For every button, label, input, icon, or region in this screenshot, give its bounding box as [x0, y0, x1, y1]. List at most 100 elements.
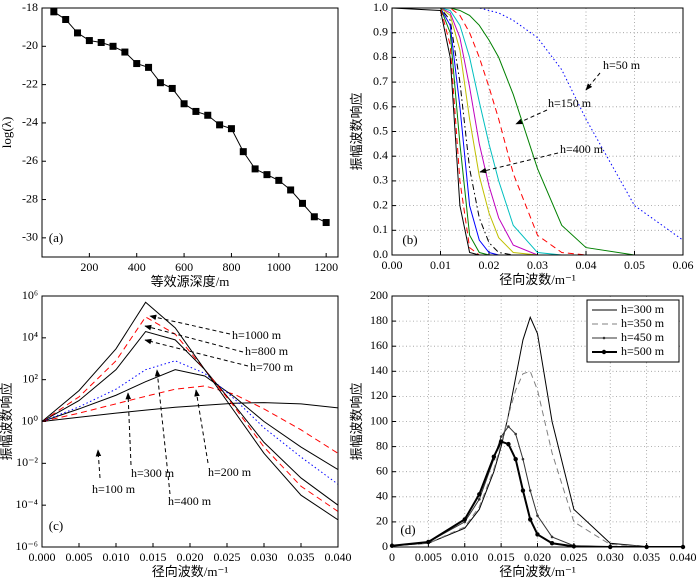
panel: 200 400 600 800 1000 1200 -30 -28 -26 -24 -22 -20 -1… — [0, 0, 339, 289]
series-line — [42, 330, 338, 506]
marker — [535, 532, 540, 537]
marker — [513, 456, 518, 462]
y-tick-label: -26 — [22, 153, 38, 167]
x-tick-label: 0.015 — [140, 550, 167, 564]
series-line — [42, 316, 338, 512]
x-tick-label: 0.005 — [66, 550, 93, 564]
y-tick-label: -30 — [22, 230, 38, 244]
x-tick-label: 0.010 — [451, 550, 478, 564]
annotation: h=400 m — [168, 494, 212, 508]
y-tick-label: 0.4 — [373, 148, 388, 162]
marker — [462, 517, 467, 522]
annotation-arrow — [194, 389, 209, 464]
marker — [298, 199, 306, 207]
marker — [506, 441, 511, 447]
y-tick-label: 0.1 — [373, 222, 388, 236]
panel-label: (b) — [402, 232, 417, 247]
y-tick-label: 0.6 — [373, 99, 388, 113]
y-tick-label: 0.2 — [373, 197, 388, 211]
marker — [109, 42, 117, 50]
panel-label: (d) — [400, 522, 415, 537]
series-line — [392, 8, 683, 255]
y-tick-label: 140 — [370, 363, 388, 377]
marker — [571, 544, 577, 549]
plot-area — [42, 296, 338, 547]
marker — [239, 148, 247, 156]
annotation: h=50 m — [603, 58, 641, 72]
x-axis-label: 径向波数/m⁻¹ — [152, 564, 229, 578]
x-tick-label: 0.020 — [524, 550, 551, 564]
x-tick-label: 0.005 — [415, 550, 442, 564]
marker — [478, 498, 481, 501]
y-tick-label: -28 — [22, 191, 38, 205]
x-tick-label: 0.035 — [633, 550, 660, 564]
y-tick-label: 10² — [22, 371, 38, 385]
annotation: h=700 m — [250, 360, 294, 374]
y-tick-label: 200 — [370, 288, 388, 302]
marker — [133, 60, 141, 68]
legend-label: h=450 m — [621, 330, 665, 344]
y-tick-label: -22 — [22, 76, 38, 90]
y-tick-label: 0.7 — [373, 74, 388, 88]
marker — [227, 125, 235, 133]
marker — [521, 457, 525, 461]
marker — [287, 186, 295, 194]
marker — [145, 63, 153, 71]
series-line — [42, 402, 338, 422]
marker — [251, 165, 259, 173]
annotation-arrow — [144, 324, 244, 353]
series-line — [392, 8, 683, 255]
y-tick-label: -18 — [22, 0, 38, 14]
panel-label: (c) — [49, 518, 63, 533]
annotation-arrow — [515, 109, 548, 125]
x-tick-label: 0.00 — [382, 258, 403, 272]
marker — [549, 541, 555, 546]
y-tick-label: 10⁴ — [22, 330, 38, 344]
x-tick-label: 0.025 — [214, 550, 241, 564]
series-line — [42, 360, 338, 485]
legend-label: h=300 m — [621, 302, 665, 316]
panel-label: (a) — [49, 230, 63, 245]
y-tick-label: 100 — [370, 413, 388, 427]
x-tick-label: 0.020 — [177, 550, 204, 564]
y-tick-label: 0.5 — [373, 123, 388, 137]
y-tick-label: 60 — [376, 463, 388, 477]
annotation: h=400 m — [560, 142, 604, 156]
x-tick-label: 0.010 — [103, 550, 130, 564]
legend-marker — [601, 349, 607, 355]
y-tick-label: 80 — [376, 438, 388, 452]
plot-frame — [41, 295, 339, 548]
marker — [97, 38, 105, 46]
panel: 0.00 0.01 0.02 0.03 0.04 0.05 0.06 0.0 0.1 0.2 0.3… — [349, 0, 694, 287]
x-tick-label: 0.040 — [325, 550, 352, 564]
annotation: h=300 m — [131, 466, 175, 480]
y-tick-label: 120 — [370, 388, 388, 402]
marker — [528, 489, 532, 492]
x-tick-label: 0.025 — [560, 550, 587, 564]
series-line — [42, 301, 338, 521]
annotation: h=1000 m — [232, 328, 282, 342]
x-tick-label: 600 — [175, 260, 193, 274]
marker — [275, 176, 283, 184]
plot-frame — [391, 295, 684, 548]
marker — [536, 514, 539, 517]
y-tick-label: 20 — [376, 514, 388, 528]
marker — [216, 121, 224, 129]
y-tick-label: 180 — [370, 313, 388, 327]
marker — [550, 535, 554, 539]
annotation-arrow — [144, 338, 249, 367]
y-tick-label: 0 — [382, 539, 388, 553]
x-tick-label: 0 — [389, 550, 395, 564]
annotation: h=800 m — [245, 344, 289, 358]
plot-area — [42, 8, 338, 257]
annotation-arrow — [585, 72, 601, 91]
series-line — [42, 385, 338, 454]
y-tick-label: 10⁶ — [22, 288, 38, 302]
x-axis-label: 等效源深度/m — [151, 274, 230, 289]
marker — [156, 79, 164, 87]
x-tick-label: 0.02 — [479, 258, 500, 272]
marker — [426, 539, 431, 545]
legend-marker — [602, 336, 606, 340]
y-tick-label: 0.8 — [373, 49, 388, 63]
